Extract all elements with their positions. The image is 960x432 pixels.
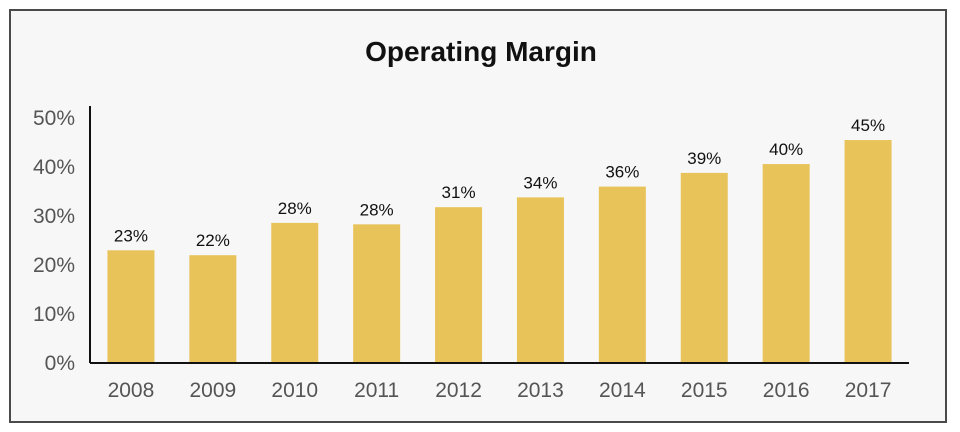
x-tick-label: 2009: [189, 379, 236, 402]
bar-value-label: 36%: [605, 163, 639, 182]
x-tick-label: 2014: [599, 379, 646, 402]
x-tick-label: 2012: [435, 379, 482, 402]
y-tick-label: 0%: [45, 352, 75, 375]
bar-value-label: 34%: [523, 173, 557, 192]
y-tick-label: 10%: [33, 303, 75, 326]
x-tick-label: 2015: [681, 379, 728, 402]
y-tick-label: 40%: [33, 156, 75, 179]
bar-value-label: 28%: [278, 199, 312, 218]
bar-value-label: 22%: [196, 231, 230, 250]
x-tick-label: 2013: [517, 379, 564, 402]
bar: [762, 164, 810, 363]
bar: [353, 224, 401, 363]
y-tick-label: 20%: [33, 254, 75, 277]
y-tick-label: 50%: [33, 107, 75, 130]
bar: [107, 250, 155, 363]
x-tick-label: 2011: [354, 379, 399, 402]
bar-value-label: 39%: [687, 149, 721, 168]
bar: [189, 255, 237, 363]
bar: [680, 172, 728, 363]
bar-value-label: 45%: [851, 116, 885, 135]
operating-margin-chart: Operating Margin 0% 10% 20% 30% 40% 50% 23% 22…: [33, 36, 909, 402]
bar: [271, 222, 319, 363]
chart-frame: Operating Margin 0% 10% 20% 30% 40% 50% 23% 22…: [9, 9, 947, 423]
x-tick-label: 2016: [763, 379, 810, 402]
y-tick-label: 30%: [33, 205, 75, 228]
x-tick-label: 2010: [271, 379, 318, 402]
x-tick-label: 2017: [845, 379, 892, 402]
bar-value-label: 40%: [769, 140, 803, 159]
bar: [435, 207, 483, 363]
bar: [844, 140, 892, 363]
bar-value-label: 28%: [360, 200, 394, 219]
bar-value-label: 31%: [442, 183, 476, 202]
x-axis-ticks: 2008 2009 2010 2011 2012 2013 2014 2015 2016 2017: [108, 379, 892, 402]
x-tick-label: 2008: [108, 379, 155, 402]
data-labels: 23% 22% 28% 28% 31% 34% 36% 39% 40% 45%: [114, 116, 885, 250]
bar-series: [107, 140, 892, 363]
chart-title: Operating Margin: [365, 36, 597, 67]
bar-value-label: 23%: [114, 226, 148, 245]
y-axis-ticks: 0% 10% 20% 30% 40% 50%: [33, 107, 75, 375]
bar: [516, 197, 564, 363]
bar: [598, 186, 646, 363]
